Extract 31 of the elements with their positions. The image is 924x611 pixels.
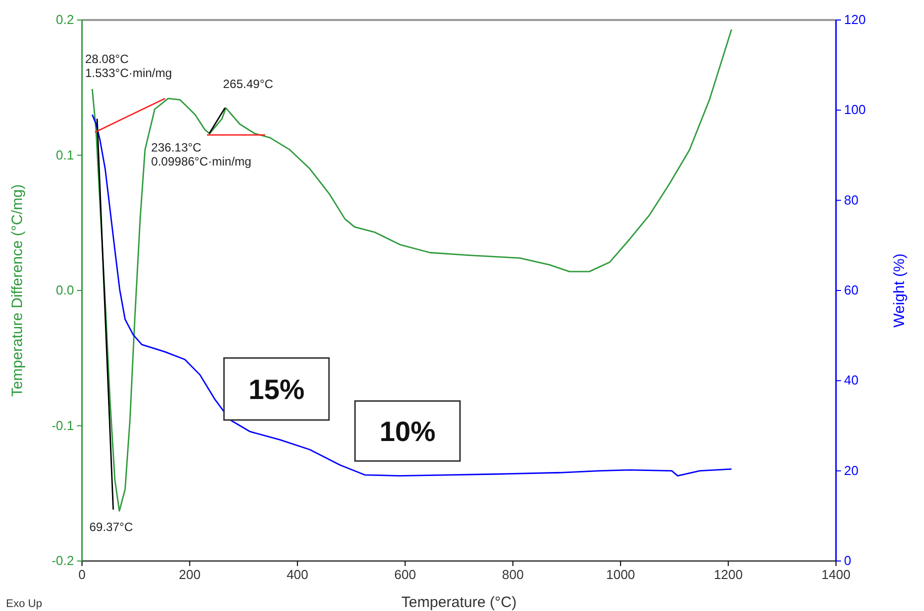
y2-tick-label: 60 bbox=[844, 282, 858, 298]
y2-tick-label: 0 bbox=[844, 553, 852, 568]
y2-tick-label: 100 bbox=[844, 102, 866, 118]
x-tick-label: 1200 bbox=[714, 567, 743, 582]
annotation: 265.49°C bbox=[222, 76, 274, 91]
x-tick-label: 0 bbox=[78, 567, 86, 582]
x-tick-label: 800 bbox=[502, 567, 524, 582]
y2-tick-label: 120 bbox=[844, 12, 866, 27]
y-tick-label: -0.1 bbox=[52, 418, 74, 433]
text: Exo Up bbox=[6, 598, 42, 610]
annotation: 28.08°C 1.533°C·min/mg bbox=[85, 52, 172, 80]
line-series bbox=[92, 114, 732, 476]
x-tick-label: 1000 bbox=[606, 567, 636, 582]
x-tick-label: 600 bbox=[394, 567, 416, 582]
annotation: 236.13°C 0.09986°C·min/mg bbox=[151, 140, 252, 169]
x-tick-label: 1400 bbox=[822, 567, 850, 582]
y-tick-label: 0.1 bbox=[56, 147, 74, 162]
y-tick-label: 0.0 bbox=[56, 282, 74, 298]
x-tick-label: 400 bbox=[286, 567, 308, 582]
y-tick-label: -0.2 bbox=[52, 553, 74, 568]
annotation: 69.37°C bbox=[89, 520, 134, 534]
annotation: 15% bbox=[248, 374, 305, 405]
x-tick-label: 200 bbox=[178, 567, 201, 582]
x-axis-title: Temperature (°C) bbox=[401, 594, 517, 611]
annotation: 10% bbox=[379, 416, 436, 447]
y2-tick-label: 20 bbox=[844, 462, 858, 478]
y2-tick-label: 40 bbox=[844, 372, 858, 388]
y2-axis-title: Weight (%) bbox=[891, 254, 908, 328]
y2-tick-label: 80 bbox=[844, 192, 858, 208]
y-tick-label: 0.2 bbox=[56, 12, 74, 27]
y-axis-title: Temperature Difference (°C/mg) bbox=[9, 184, 26, 397]
